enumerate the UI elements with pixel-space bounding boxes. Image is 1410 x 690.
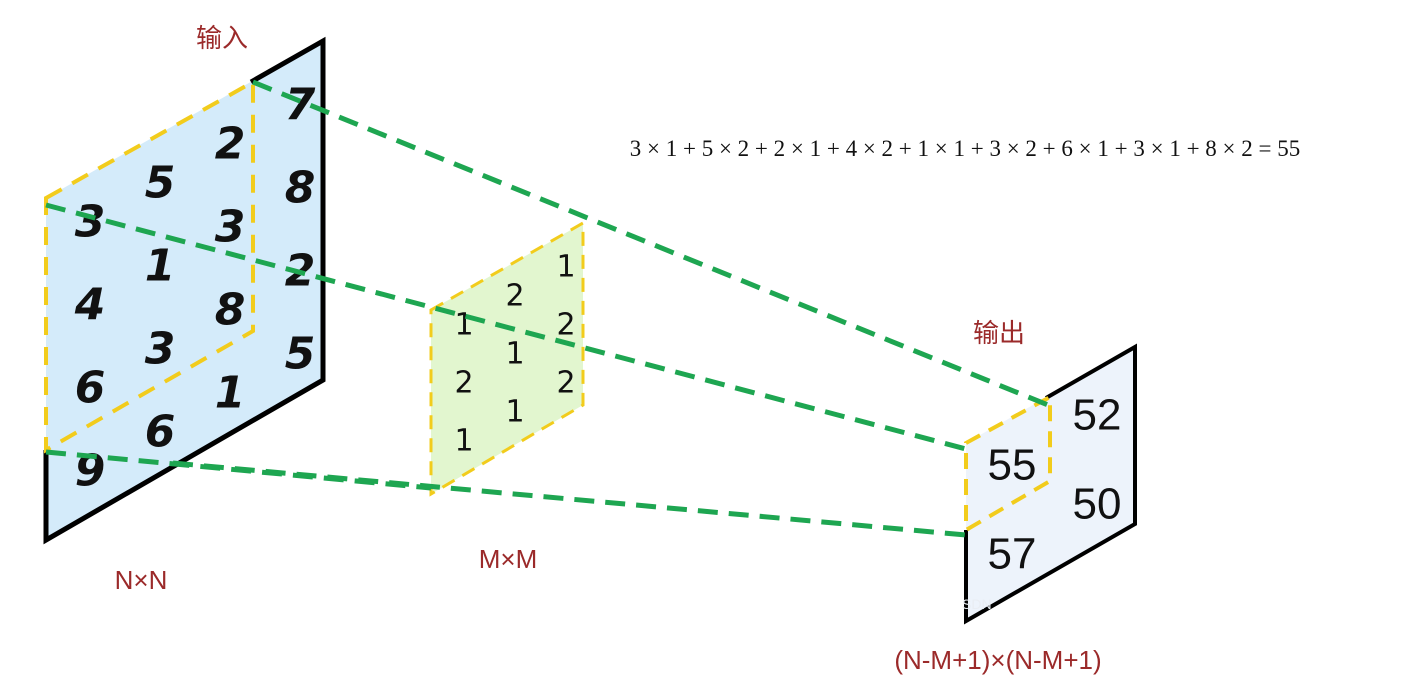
output-panel — [966, 347, 1135, 621]
input-cell: 5 — [145, 158, 176, 209]
output-panel-frame — [964, 343, 1137, 625]
input-cell: 8 — [215, 285, 246, 336]
kernel-cell: 2 — [556, 366, 575, 401]
kernel-cell: 2 — [556, 308, 575, 343]
watermark: SDN — [962, 596, 992, 612]
connector-line-bottom — [45, 449, 432, 491]
output-matrix: SDN 55 52 57 50 — [962, 343, 1137, 625]
kernel-panel — [429, 220, 585, 497]
input-cell: 7 — [285, 80, 316, 131]
input-panel-frame — [43, 36, 326, 545]
kernel-cell: 2 — [505, 279, 524, 314]
connector-line-top — [252, 79, 1049, 408]
connector-lines — [45, 79, 1049, 538]
output-size-label: (N-M+1)×(N-M+1) — [894, 645, 1101, 675]
input-label: 输入 — [196, 24, 248, 54]
output-window-outline — [964, 393, 1052, 534]
input-cell: 1 — [215, 368, 246, 419]
connector-line-middle — [172, 460, 967, 538]
output-cell: 57 — [988, 530, 1037, 579]
input-cell: 2 — [215, 119, 246, 170]
output-cell: 55 — [988, 441, 1037, 490]
input-cell: 1 — [145, 241, 176, 292]
kernel-size-label: M×M — [479, 544, 538, 574]
output-cell: 50 — [1073, 480, 1122, 529]
kernel-cell: 1 — [454, 308, 473, 343]
output-cell: 52 — [1073, 391, 1122, 440]
output-label: 输出 — [973, 319, 1025, 349]
convolution-formula: 3 × 1 + 5 × 2 + 2 × 1 + 4 × 2 + 1 × 1 + … — [630, 136, 1300, 161]
input-window-outline — [44, 78, 255, 454]
input-cell: 5 — [285, 329, 316, 380]
kernel-cell: 1 — [505, 395, 524, 430]
input-cell: 3 — [215, 202, 246, 253]
input-panel — [46, 41, 323, 540]
input-size-label: N×N — [115, 565, 168, 595]
kernel-cell: 1 — [505, 337, 524, 372]
kernel-cell: 2 — [454, 366, 473, 401]
input-cell: 8 — [285, 163, 316, 214]
input-cell: 6 — [75, 363, 106, 414]
output-cells: 55 52 57 50 — [988, 391, 1122, 579]
input-cell: 4 — [74, 280, 106, 331]
kernel-cell: 1 — [454, 424, 473, 459]
input-cell: 6 — [145, 407, 176, 458]
connector-line-upper — [45, 202, 967, 452]
kernel-cell: 1 — [556, 250, 575, 285]
input-cell: 3 — [75, 197, 106, 248]
input-cell: 3 — [145, 324, 176, 375]
